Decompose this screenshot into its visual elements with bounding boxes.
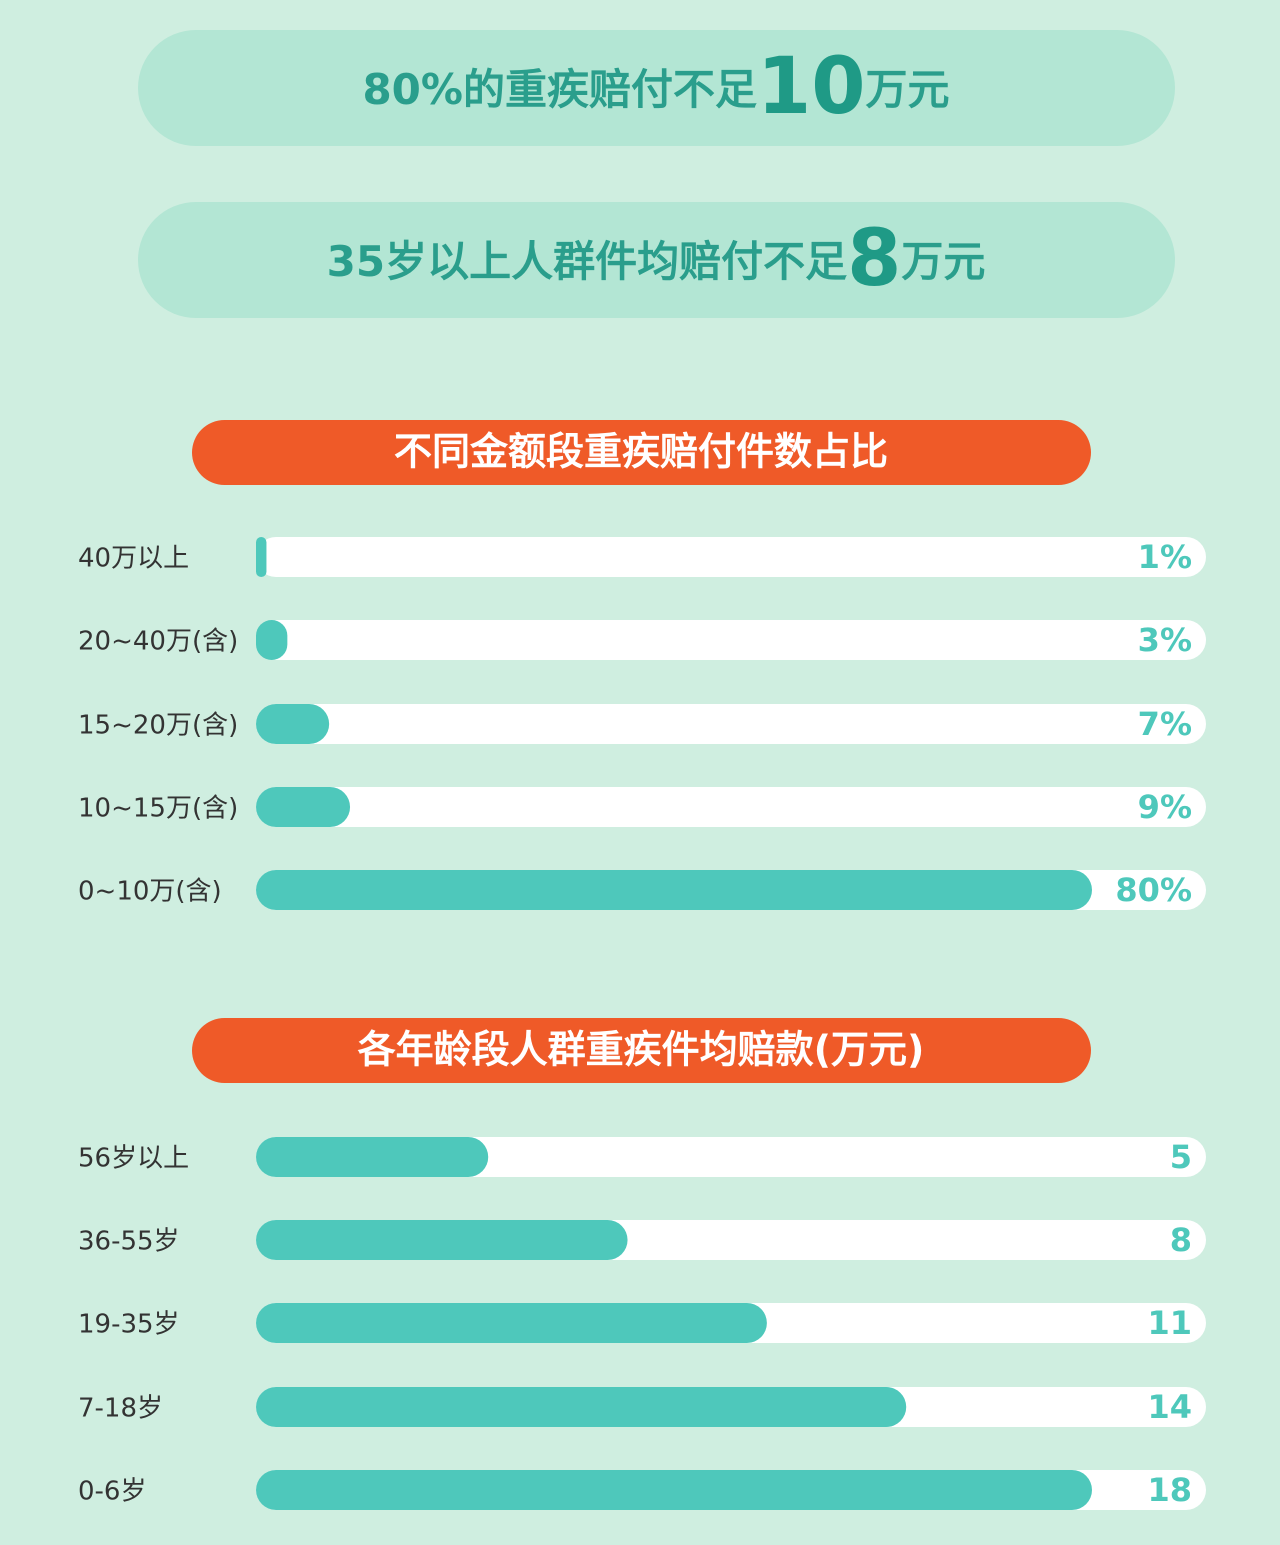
value-label: 80% bbox=[1115, 871, 1192, 909]
category-label: 0-6岁 bbox=[78, 1477, 146, 1507]
category-label: 7-18岁 bbox=[78, 1394, 163, 1424]
headline-pill bbox=[138, 30, 1175, 146]
headline-text: 35岁以上人群件均赔付不足 bbox=[327, 237, 847, 286]
value-label: 9% bbox=[1138, 788, 1192, 826]
value-label: 3% bbox=[1138, 621, 1192, 659]
category-label: 20~40万(含) bbox=[78, 627, 238, 657]
bar bbox=[256, 704, 330, 744]
bar bbox=[256, 620, 288, 660]
bar bbox=[256, 537, 267, 577]
bar bbox=[256, 1470, 1092, 1510]
bar-track bbox=[256, 537, 1206, 577]
bar bbox=[256, 1137, 489, 1177]
headline-pill bbox=[138, 202, 1175, 318]
headline-text: 80%的重疾赔付不足 bbox=[362, 65, 757, 114]
bar bbox=[256, 1220, 628, 1260]
bar-track bbox=[256, 1137, 1206, 1177]
headline-number: 8 bbox=[847, 214, 901, 304]
category-label: 56岁以上 bbox=[78, 1144, 189, 1174]
category-label: 0~10万(含) bbox=[78, 877, 222, 907]
category-label: 19-35岁 bbox=[78, 1310, 180, 1340]
value-label: 7% bbox=[1138, 705, 1192, 743]
headline-number: 10 bbox=[757, 42, 866, 132]
headline: 35岁以上人群件均赔付不足8万元 bbox=[327, 214, 986, 304]
bar-track bbox=[256, 620, 1206, 660]
chart-title-bg bbox=[192, 1018, 1091, 1083]
bar bbox=[256, 1303, 767, 1343]
bar-track bbox=[256, 704, 1206, 744]
bar bbox=[256, 787, 351, 827]
value-label: 14 bbox=[1147, 1388, 1192, 1426]
headline-unit: 万元 bbox=[866, 65, 950, 114]
value-label: 1% bbox=[1138, 538, 1192, 576]
value-label: 5 bbox=[1170, 1138, 1192, 1176]
value-label: 11 bbox=[1147, 1304, 1192, 1342]
value-label: 8 bbox=[1170, 1221, 1192, 1259]
category-label: 10~15万(含) bbox=[78, 794, 238, 824]
category-label: 15~20万(含) bbox=[78, 711, 238, 741]
bar bbox=[256, 870, 1092, 910]
bar-track bbox=[256, 787, 1206, 827]
chart-title-bg bbox=[192, 420, 1091, 485]
value-label: 18 bbox=[1147, 1471, 1192, 1509]
bar bbox=[256, 1387, 907, 1427]
category-label: 36-55岁 bbox=[78, 1227, 180, 1257]
chart-title: 各年龄段人群重疾件均赔款(万元) bbox=[358, 1028, 925, 1072]
chart-title: 不同金额段重疾赔付件数占比 bbox=[394, 430, 888, 474]
headline-unit: 万元 bbox=[901, 237, 985, 286]
headline: 80%的重疾赔付不足10万元 bbox=[362, 42, 949, 132]
category-label: 40万以上 bbox=[78, 544, 189, 574]
